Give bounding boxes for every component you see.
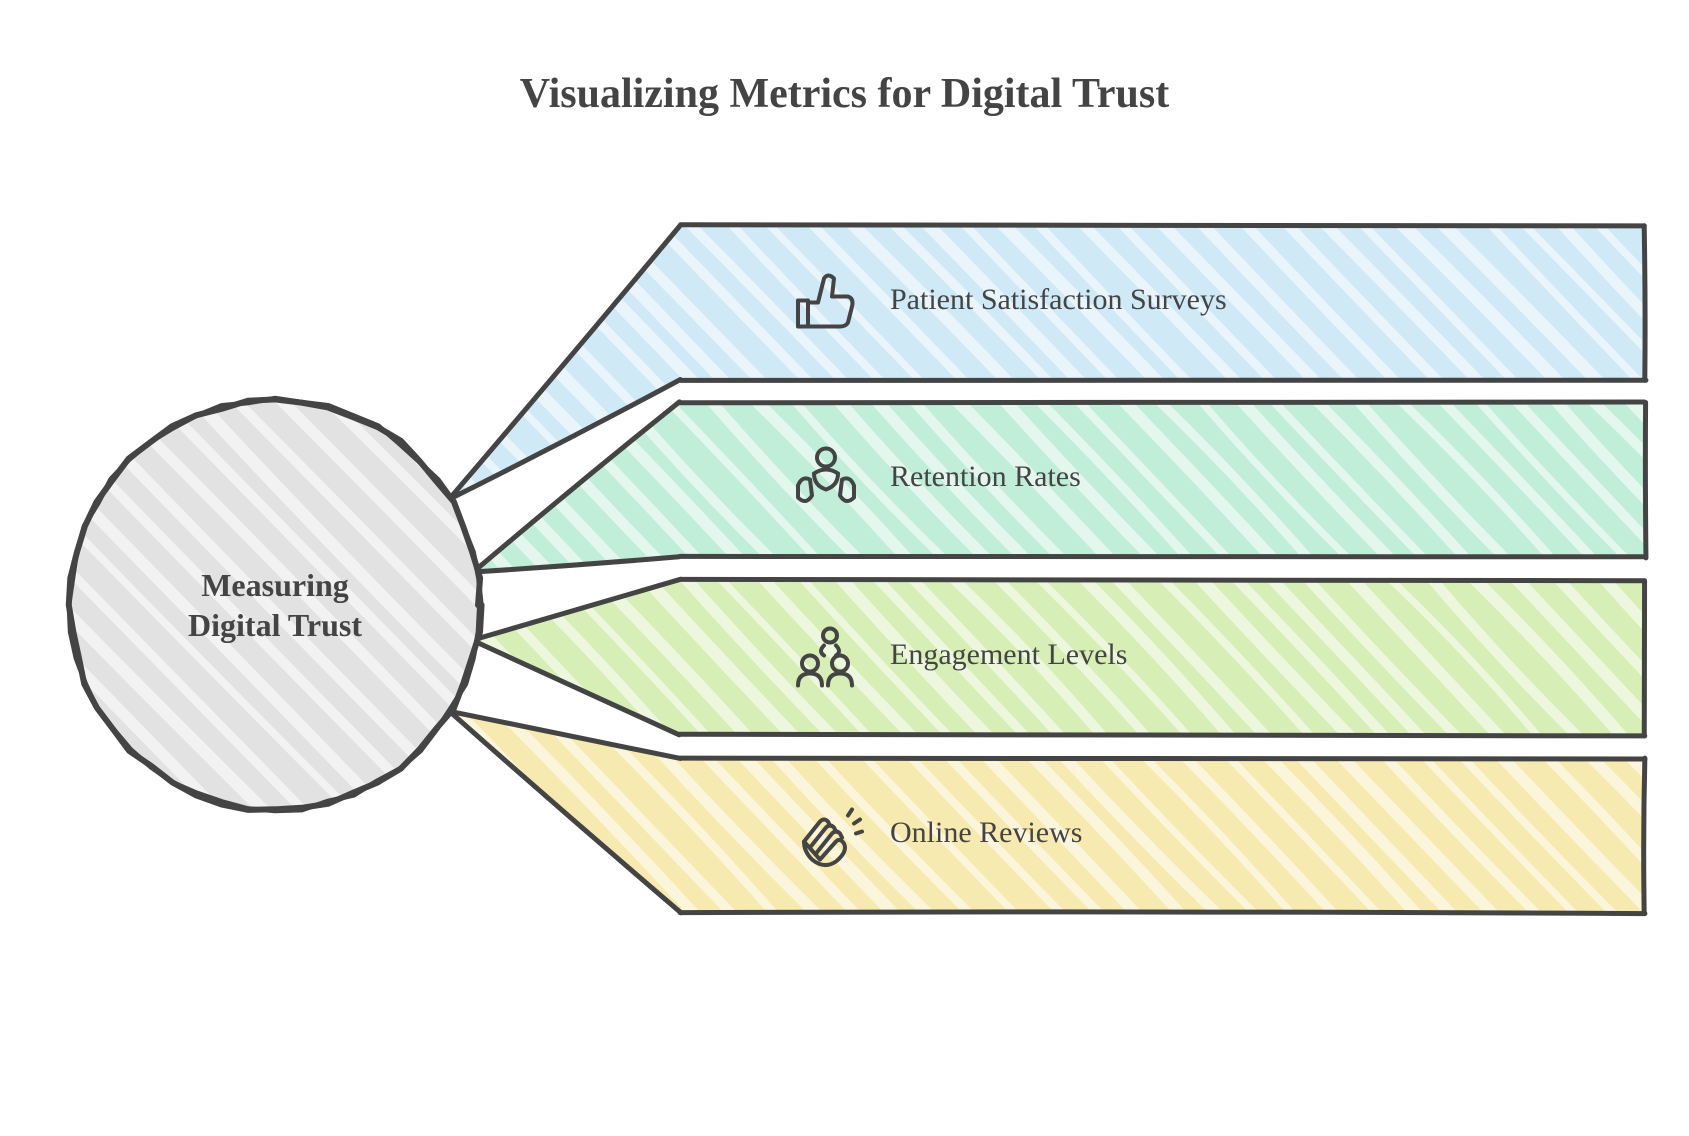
hub-circle-label: Measuring Digital Trust — [135, 565, 415, 645]
metric-label-reviews: Online Reviews — [890, 816, 1082, 850]
hub-label-line1: Measuring — [201, 567, 349, 603]
hub-label-line2: Digital Trust — [188, 607, 362, 643]
page-title: Visualizing Metrics for Digital Trust — [0, 70, 1689, 118]
metric-label-satisfaction: Patient Satisfaction Surveys — [890, 283, 1227, 317]
metric-label-engagement: Engagement Levels — [890, 638, 1127, 672]
metric-label-retention: Retention Rates — [890, 460, 1081, 494]
